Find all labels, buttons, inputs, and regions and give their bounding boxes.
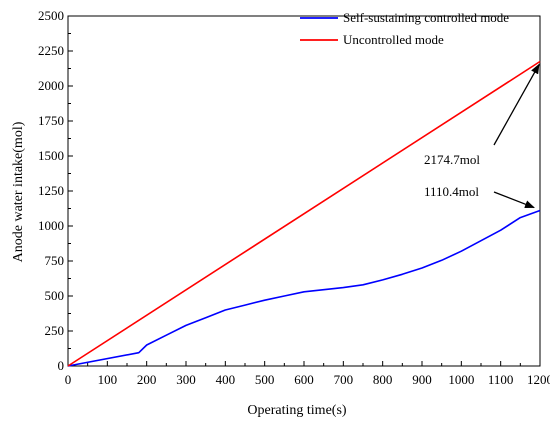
y-axis-label: Anode water intake(mol) xyxy=(11,121,26,262)
y-tick-label: 2500 xyxy=(38,8,64,23)
x-tick-label: 0 xyxy=(65,372,72,387)
x-tick-label: 1100 xyxy=(488,372,514,387)
x-tick-label: 500 xyxy=(255,372,275,387)
x-tick-label: 700 xyxy=(334,372,354,387)
y-tick-label: 250 xyxy=(45,323,65,338)
x-axis-ticks: 0 100 200 300 400 500 600 700 800 900 1000 1100 1200 xyxy=(65,361,550,387)
y-tick-label: 500 xyxy=(45,288,65,303)
x-tick-label: 300 xyxy=(176,372,196,387)
y-tick-label: 1500 xyxy=(38,148,64,163)
legend: Self-sustaining controlled mode Uncontrol… xyxy=(300,10,509,47)
x-tick-label: 900 xyxy=(412,372,432,387)
x-axis-label: Operating time(s) xyxy=(247,403,346,418)
x-tick-label: 800 xyxy=(373,372,393,387)
y-tick-label: 1750 xyxy=(38,113,64,128)
y-tick-label: 0 xyxy=(58,358,65,373)
y-tick-label: 750 xyxy=(45,253,65,268)
y-tick-label: 2000 xyxy=(38,78,64,93)
y-tick-label: 1250 xyxy=(38,183,64,198)
legend-label-1: Self-sustaining controlled mode xyxy=(343,10,509,25)
annotation-arrow-controlled xyxy=(493,191,535,209)
x-tick-label: 400 xyxy=(216,372,236,387)
series-line-2 xyxy=(67,60,541,367)
annotation-controlled-value: 1110.4mol xyxy=(424,184,479,199)
y-tick-label: 2250 xyxy=(38,43,64,58)
y-axis-ticks: 0 250 500 750 1000 1250 1500 1750 2000 2250 2500 xyxy=(38,8,73,373)
annotation-uncontrolled-value: 2174.7mol xyxy=(424,152,480,167)
x-tick-label: 200 xyxy=(137,372,157,387)
x-tick-label: 100 xyxy=(98,372,118,387)
annotation-layer: 2174.7mol 1110.4mol xyxy=(424,63,540,209)
series-layer xyxy=(67,60,541,367)
y-tick-label: 1000 xyxy=(38,218,64,233)
legend-label-2: Uncontrolled mode xyxy=(343,32,444,47)
x-tick-label: 1000 xyxy=(448,372,474,387)
annotation-arrow-uncontrolled xyxy=(493,63,540,146)
x-tick-label: 600 xyxy=(294,372,314,387)
series-line-1 xyxy=(67,209,541,367)
x-tick-label: 1200 xyxy=(527,372,550,387)
